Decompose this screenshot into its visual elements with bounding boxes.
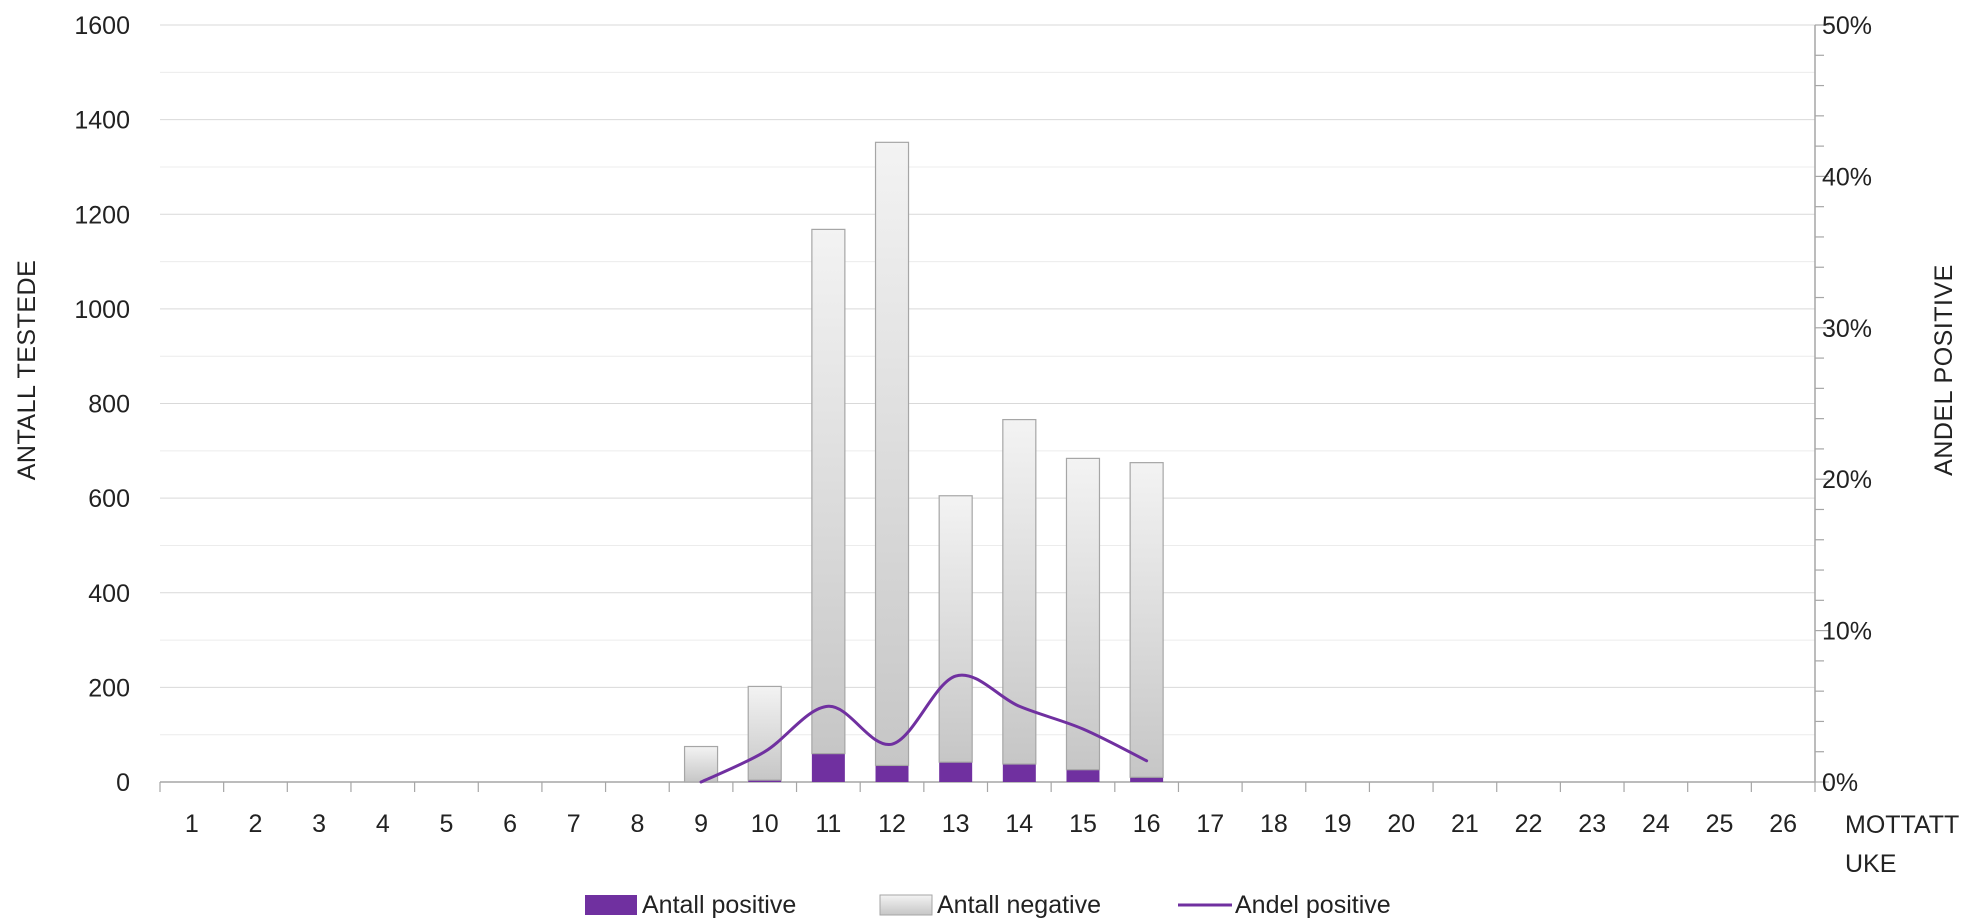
bar-antall-positive [1002,764,1036,782]
y-left-tick-label: 400 [88,580,130,608]
legend: Antall positive Antall negative Andel po… [585,891,1391,919]
bar-antall-positive [1130,777,1164,782]
gridlines [160,24,1815,736]
x-tick-label: 22 [1515,810,1543,838]
bar-antall-negative [1002,418,1037,765]
line-andel-positive [699,673,1149,784]
y-right-tick-label: 10% [1822,618,1872,646]
legend-label-positive: Antall positive [642,891,796,919]
x-tick-label: 11 [815,810,841,838]
y-axis-right-title: ANDEL POSITIVE [1930,264,1958,476]
legend-label-line: Andel positive [1235,891,1391,919]
x-tick-label: 21 [1451,810,1479,838]
x-tick-label: 18 [1260,810,1288,838]
y-right-tick-label: 40% [1822,163,1872,191]
x-tick-label: 23 [1578,810,1606,838]
y-right-tick-label: 30% [1822,315,1872,343]
y-right-tick-label: 20% [1822,466,1872,494]
bar-antall-negative [938,495,973,763]
x-tick-label: 19 [1324,810,1352,838]
bar-antall-negative [747,685,782,781]
bar-antall-positive [875,765,909,782]
x-tick-label: 25 [1706,810,1734,838]
legend-label-negative: Antall negative [937,891,1101,919]
bar-antall-positive [939,762,973,782]
y-left-tick-label: 800 [88,391,130,419]
x-tick-label: 20 [1387,810,1415,838]
y-left-tick-label: 1600 [74,12,130,40]
x-tick-label: 14 [1005,810,1033,838]
x-tick-label: 8 [630,810,644,838]
x-tick-label: 12 [878,810,906,838]
x-tick-label: 6 [503,810,517,838]
y-left-tick-label: 200 [88,674,130,702]
x-tick-label: 16 [1133,810,1161,838]
y-right-tick-label: 0% [1822,769,1858,797]
y-left-tick-label: 1400 [74,107,130,135]
x-tick-label: 13 [942,810,970,838]
x-axis-title-line1: MOTTATT [1845,811,1959,839]
bar-antall-negative [874,141,910,767]
x-axis-title-line2: UKE [1845,850,1896,878]
axes: 0 200 400 600 800 1000 1200 1400 1600 0% 10% 20% 30%… [74,12,1872,838]
y-left-tick-label: 0 [116,769,130,797]
x-tick-label: 15 [1069,810,1097,838]
x-tick-label: 4 [376,810,390,838]
bar-antall-negative [1065,457,1101,771]
legend-swatch-positive [585,895,637,915]
y-right-tick-label: 50% [1822,12,1872,40]
y-left-tick-label: 1200 [74,201,130,229]
y-left-tick-label: 600 [88,485,130,513]
x-tick-label: 1 [185,810,199,838]
x-tick-label: 24 [1642,810,1670,838]
bar-antall-positive [748,780,782,782]
x-tick-label: 10 [751,810,779,838]
bar-antall-positive [1066,769,1100,782]
y-axis-left-title: ANTALL TESTEDE [13,260,41,481]
x-tick-label: 3 [312,810,326,838]
x-tick-label: 26 [1769,810,1797,838]
y-left-tick-label: 1000 [74,296,130,324]
legend-swatch-negative [879,894,933,916]
bar-antall-negative [1129,462,1164,778]
x-tick-label: 17 [1196,810,1224,838]
bar-antall-negative [811,228,846,755]
line-series [699,673,1149,784]
bars [683,141,1164,783]
x-tick-label: 7 [567,810,581,838]
x-tick-label: 5 [439,810,453,838]
x-tick-label: 2 [249,810,263,838]
x-tick-label: 9 [694,810,708,838]
bar-antall-positive [811,753,845,782]
